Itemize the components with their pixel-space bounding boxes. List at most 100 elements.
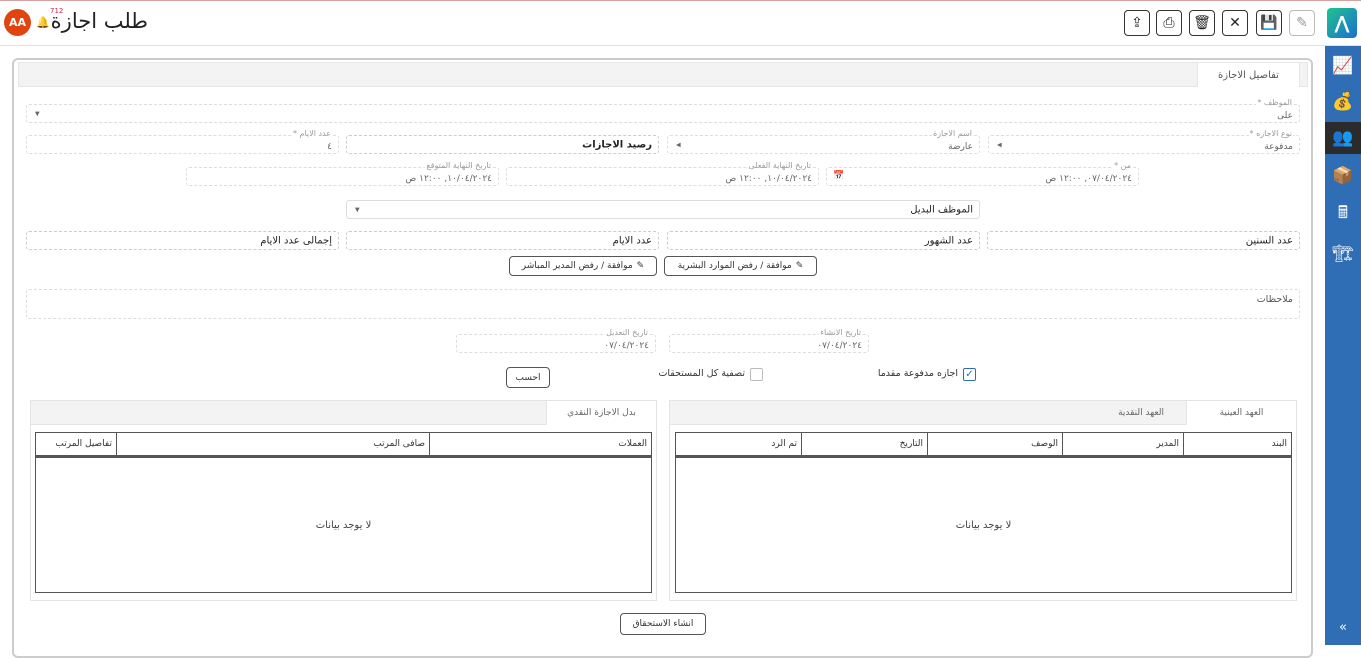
modified-value: ٠٧/٠٤/٢٠٢٤ [604, 341, 649, 351]
employee-value: على [1277, 111, 1293, 121]
years-label: عدد السنين [1245, 235, 1293, 246]
expected-end-value: ١٠/٠٤/٢٠٢٤, ١٢:٠٠ ص [405, 174, 492, 184]
edit-icon: ✎ [1296, 15, 1308, 31]
upload-icon: ⇪ [1131, 15, 1143, 31]
sidebar: 📈 💰 👥 📦 🖩 🏗 « [1325, 46, 1361, 645]
modified-label: تاريخ التعديل [605, 328, 649, 337]
manager-approval-button[interactable]: ✎ موافقة / رفض المدير المباشر [509, 256, 657, 276]
custody-panel: العهد العينية العهد النقدية البند المدير… [669, 400, 1297, 601]
employee-label: الموظف * [1256, 98, 1293, 107]
close-button[interactable]: ✕ [1222, 10, 1248, 36]
cash-allowance-panel: بدل الاجازة النقدي العملات صافى المرتب ت… [30, 400, 657, 601]
hr-icon[interactable]: 👥 [1325, 122, 1361, 154]
tab-leave-details[interactable]: تفاصيل الاجازة [1197, 62, 1300, 87]
leave-name-field[interactable]: اسم الاجازة عارضة ◀ [667, 129, 980, 154]
edit-icon: ✎ [636, 261, 645, 271]
hr-approval-label: موافقة / رفض الموارد البشرية [677, 261, 792, 271]
page-title: طلب اجازة [50, 9, 148, 33]
manager-approval-label: موافقة / رفض المدير المباشر [521, 261, 633, 271]
notification-badge: 712 [50, 7, 64, 15]
actual-end-value: ١٠/٠٤/٢٠٢٤, ١٢:٠٠ ص [725, 174, 812, 184]
custody-empty: لا يوجد بيانات [675, 455, 1292, 593]
months-box: عدد الشهور [667, 231, 980, 250]
warehouse-icon[interactable]: 📦 [1332, 166, 1354, 186]
col-manager: المدير [1062, 432, 1184, 456]
total-days-label: إجمالى عدد الايام [260, 235, 332, 246]
substitute-label: الموظف البديل [910, 204, 973, 215]
print-button[interactable]: ⎙ [1156, 10, 1182, 36]
expected-end-field[interactable]: تاريخ النهاية المتوقع ١٠/٠٤/٢٠٢٤, ١٢:٠٠ … [186, 161, 499, 186]
delete-button[interactable]: 🗑 [1189, 10, 1215, 36]
cash-table-header: العملات صافى المرتب تفاصيل المرتب [35, 432, 652, 456]
pos-icon[interactable]: 🖩 [1337, 202, 1349, 223]
collapse-sidebar-button[interactable]: « [1339, 620, 1347, 635]
from-value: ٠٧/٠٤/٢٠٢٤, ١٢:٠٠ ص [1045, 174, 1132, 184]
col-description: الوصف [927, 432, 1063, 456]
chevron-down-icon: ▼ [35, 110, 40, 117]
paid-upfront-label: اجازه مدفوعة مقدما [877, 368, 958, 379]
leave-balance-label: رصيد الاجازات [582, 139, 652, 150]
settle-all-checkbox[interactable] [750, 368, 763, 381]
projects-icon[interactable]: 🏗 [1332, 244, 1354, 264]
chevron-icon: ◀ [997, 141, 1002, 148]
employee-field[interactable]: الموظف * على ▼ [26, 98, 1300, 123]
print-icon: ⎙ [1163, 15, 1175, 31]
leave-type-value: مدفوعة [1264, 142, 1293, 152]
settle-all-label: تصفية كل المستحقات [658, 368, 745, 379]
col-replied: تم الرد [675, 432, 802, 456]
chevron-down-icon: ▼ [355, 206, 360, 213]
col-date: التاريخ [801, 432, 928, 456]
days-field[interactable]: عدد الايام * ٤ [26, 129, 339, 154]
actual-end-label: تاريخ النهاية الفعلى [747, 161, 812, 170]
col-salary-details: تفاصيل المرتب [35, 432, 117, 456]
notes-label: ملاحظات [1256, 294, 1293, 305]
leave-balance-box: رصيد الاجازات [346, 135, 659, 154]
col-currency: العملات [429, 432, 652, 456]
days-box-label: عدد الايام [612, 235, 652, 246]
calculate-button[interactable]: احسب [506, 367, 550, 388]
total-days-box: إجمالى عدد الايام [26, 231, 339, 250]
create-entitlement-button[interactable]: انشاء الاستحقاق [620, 613, 706, 635]
bell-icon[interactable]: 🔔 [36, 16, 50, 29]
days-label: عدد الايام * [291, 129, 332, 138]
days-value: ٤ [327, 142, 332, 152]
avatar[interactable]: AA [4, 9, 31, 36]
tab-cash-custody[interactable]: العهد النقدية [1118, 408, 1164, 418]
app-logo[interactable]: ⋀ [1327, 8, 1357, 38]
col-item: البند [1183, 432, 1292, 456]
leave-type-field[interactable]: نوع الاجازه * مدفوعة ◀ [988, 129, 1300, 154]
upload-button[interactable]: ⇪ [1124, 10, 1150, 36]
modified-date-field: تاريخ التعديل ٠٧/٠٤/٢٠٢٤ [456, 328, 656, 353]
delete-icon: 🗑 [1193, 15, 1211, 31]
months-label: عدد الشهور [924, 235, 973, 246]
save-icon: 💾 [1260, 15, 1278, 31]
tab-cash-leave-allowance[interactable]: بدل الاجازة النقدي [546, 401, 656, 425]
edit-icon: ✎ [795, 261, 804, 271]
years-box: عدد السنين [987, 231, 1300, 250]
leave-name-label: اسم الاجازة [931, 129, 973, 138]
finance-icon[interactable]: 💰 [1332, 92, 1354, 112]
paid-upfront-checkbox[interactable]: ✓ [963, 368, 976, 381]
col-net-salary: صافى المرتب [116, 432, 430, 456]
reports-icon[interactable]: 📈 [1332, 56, 1354, 76]
actual-end-field[interactable]: تاريخ النهاية الفعلى ١٠/٠٤/٢٠٢٤, ١٢:٠٠ ص [506, 161, 819, 186]
calendar-icon[interactable]: 📅 [833, 171, 845, 181]
substitute-employee-select[interactable]: الموظف البديل ▼ [346, 200, 980, 219]
expected-end-label: تاريخ النهاية المتوقع [425, 161, 492, 170]
leave-name-value: عارضة [948, 142, 973, 152]
tab-in-kind-custody[interactable]: العهد العينية [1186, 401, 1296, 425]
custody-table-header: البند المدير الوصف التاريخ تم الرد [675, 432, 1292, 456]
created-label: تاريخ الانشاء [819, 328, 862, 337]
days-box: عدد الايام [346, 231, 659, 250]
edit-button[interactable]: ✎ [1289, 10, 1315, 36]
leave-type-label: نوع الاجازه * [1248, 129, 1293, 138]
chevron-icon: ◀ [676, 141, 681, 148]
hr-approval-button[interactable]: ✎ موافقة / رفض الموارد البشرية [664, 256, 817, 276]
from-date-field[interactable]: من * ٠٧/٠٤/٢٠٢٤, ١٢:٠٠ ص 📅 [826, 161, 1139, 186]
tab-strip [18, 62, 1308, 87]
save-button[interactable]: 💾 [1256, 10, 1282, 36]
created-value: ٠٧/٠٤/٢٠٢٤ [817, 341, 862, 351]
from-label: من * [1113, 161, 1132, 170]
notes-field[interactable]: ملاحظات [26, 289, 1300, 319]
cash-empty: لا يوجد بيانات [35, 455, 652, 593]
